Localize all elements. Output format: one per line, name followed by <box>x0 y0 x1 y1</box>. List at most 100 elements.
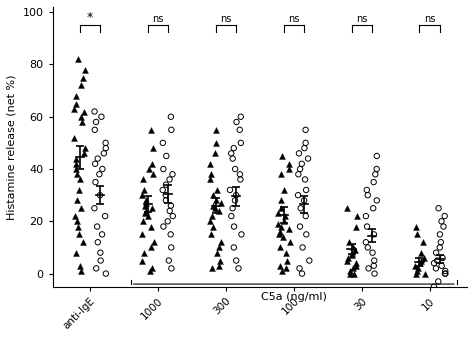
Point <box>235 266 242 271</box>
Point <box>97 258 104 263</box>
Point <box>91 179 99 185</box>
Point <box>302 213 310 219</box>
Point <box>74 224 82 229</box>
Point <box>146 268 154 274</box>
Point <box>208 232 215 237</box>
Point <box>348 252 356 258</box>
Point <box>413 268 420 274</box>
Point <box>353 213 361 219</box>
Point <box>77 206 85 211</box>
Point <box>302 232 310 237</box>
Point <box>421 271 429 276</box>
Point <box>231 198 239 203</box>
Point <box>345 240 352 245</box>
Point <box>353 263 360 268</box>
Point <box>94 156 101 161</box>
Point <box>100 151 108 156</box>
Point <box>160 166 167 172</box>
Point <box>236 172 244 177</box>
Point <box>283 266 290 271</box>
Point <box>418 258 425 263</box>
Point <box>149 161 156 167</box>
Point <box>369 250 376 256</box>
Point <box>299 245 306 250</box>
Point <box>285 161 293 167</box>
Point <box>442 271 449 276</box>
Point <box>233 119 240 125</box>
Point <box>208 266 216 271</box>
Point <box>139 177 146 182</box>
Point <box>352 224 360 229</box>
Point <box>165 258 173 263</box>
Point <box>217 240 225 245</box>
Point <box>76 177 84 182</box>
Point <box>72 213 79 219</box>
Point <box>147 245 155 250</box>
Point <box>230 245 237 250</box>
Point <box>230 145 237 151</box>
Point <box>96 172 103 177</box>
Point <box>81 109 88 114</box>
Point <box>232 258 240 263</box>
Point <box>281 213 289 219</box>
Point <box>304 156 312 161</box>
Point <box>149 172 156 177</box>
Point <box>441 213 448 219</box>
Point <box>301 198 308 203</box>
Point <box>226 187 234 193</box>
Point <box>138 258 146 263</box>
Point <box>296 166 304 172</box>
Point <box>149 145 157 151</box>
Point <box>418 250 425 256</box>
Point <box>212 127 219 132</box>
Point <box>98 232 106 237</box>
Point <box>348 250 356 256</box>
Point <box>432 250 440 256</box>
Point <box>169 213 177 219</box>
Point <box>80 151 88 156</box>
Point <box>98 114 105 119</box>
Point <box>277 229 284 235</box>
Point <box>162 182 170 187</box>
Point <box>142 198 149 203</box>
Point <box>435 206 442 211</box>
Point <box>217 200 224 206</box>
Point <box>166 177 173 182</box>
Point <box>160 224 167 229</box>
Point <box>79 75 86 80</box>
Point <box>275 232 283 237</box>
Point <box>80 240 87 245</box>
Point <box>278 153 286 159</box>
Point <box>216 245 223 250</box>
Point <box>343 206 351 211</box>
Point <box>282 250 290 256</box>
Point <box>229 206 237 211</box>
Point <box>412 271 420 276</box>
Point <box>440 224 447 229</box>
Point <box>73 219 81 224</box>
Point <box>216 263 223 268</box>
Point <box>297 206 304 211</box>
Point <box>206 161 214 167</box>
Point <box>277 245 284 250</box>
Point <box>298 271 306 276</box>
Point <box>294 192 302 198</box>
Text: C5a (ng/ml): C5a (ng/ml) <box>261 292 327 302</box>
Y-axis label: Histamine release (net %): Histamine release (net %) <box>7 74 17 220</box>
Point <box>211 206 219 211</box>
Point <box>72 93 79 99</box>
Point <box>417 261 424 266</box>
Point <box>74 56 82 62</box>
Point <box>215 208 222 214</box>
Point <box>435 279 442 284</box>
Point <box>436 232 444 237</box>
Point <box>274 211 282 216</box>
Point <box>277 224 285 229</box>
Point <box>437 240 445 245</box>
Point <box>163 153 170 159</box>
Text: ns: ns <box>220 14 231 24</box>
Point <box>94 240 101 245</box>
Point <box>213 250 221 256</box>
Point <box>139 219 147 224</box>
Point <box>345 255 352 261</box>
